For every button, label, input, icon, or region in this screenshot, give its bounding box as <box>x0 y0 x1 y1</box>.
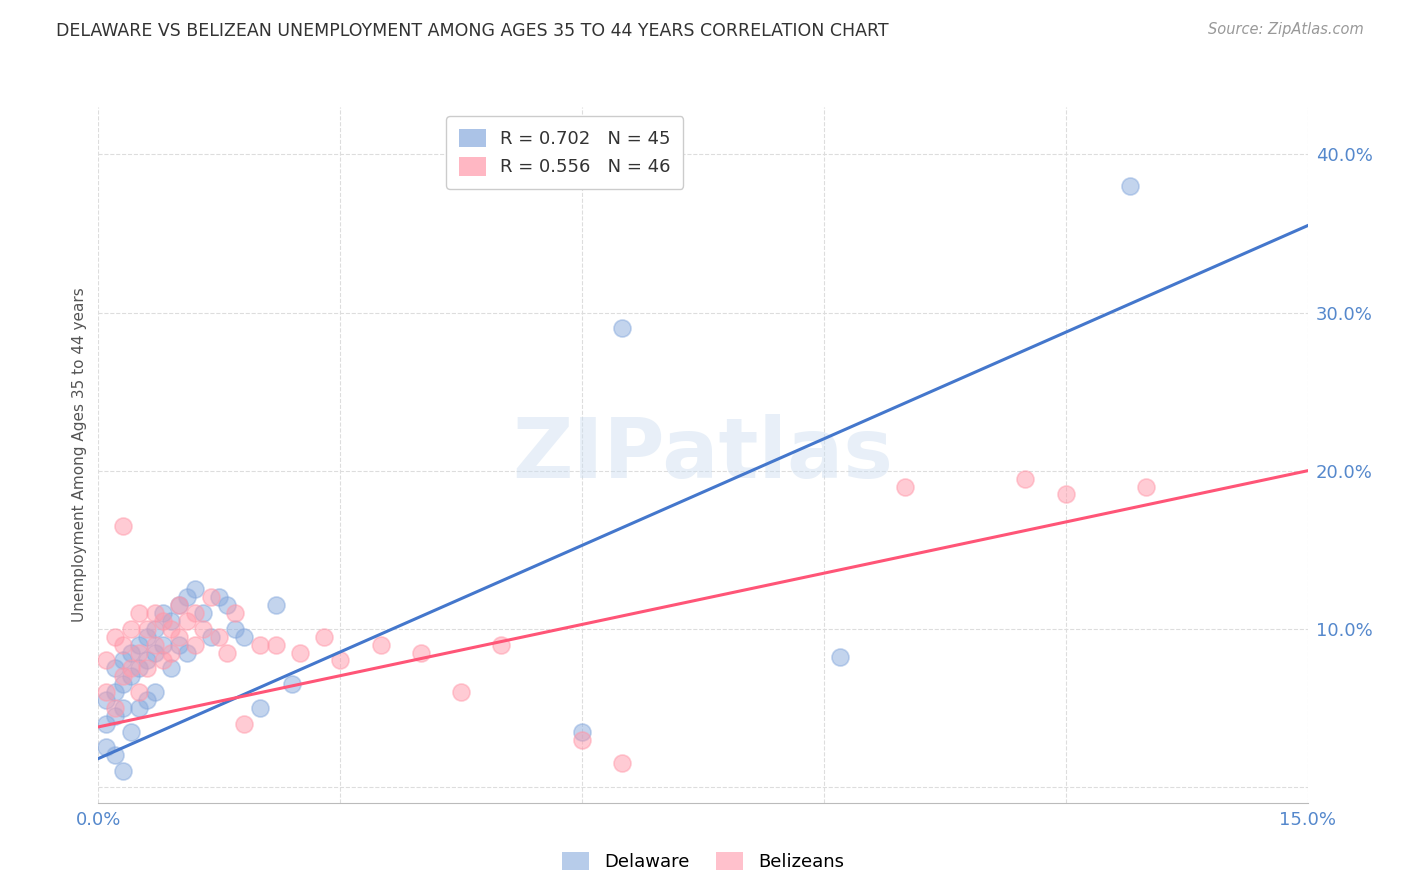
Point <box>232 716 254 731</box>
Point <box>160 622 183 636</box>
Point <box>193 606 215 620</box>
Point <box>571 732 593 747</box>
Point <box>96 716 118 731</box>
Point <box>111 764 134 779</box>
Point <box>249 701 271 715</box>
Point <box>135 630 157 644</box>
Point <box>143 606 166 620</box>
Point <box>224 622 246 636</box>
Point <box>135 661 157 675</box>
Point <box>160 661 183 675</box>
Point <box>288 646 311 660</box>
Point <box>450 685 472 699</box>
Point <box>193 622 215 636</box>
Legend: R = 0.702   N = 45, R = 0.556   N = 46: R = 0.702 N = 45, R = 0.556 N = 46 <box>446 116 683 189</box>
Point <box>135 653 157 667</box>
Text: Source: ZipAtlas.com: Source: ZipAtlas.com <box>1208 22 1364 37</box>
Point <box>184 582 207 597</box>
Legend: Delaware, Belizeans: Delaware, Belizeans <box>555 845 851 879</box>
Point <box>184 638 207 652</box>
Point <box>176 646 198 660</box>
Point <box>612 321 634 335</box>
Point <box>264 598 287 612</box>
Point <box>128 646 150 660</box>
Point <box>184 606 207 620</box>
Point <box>111 701 134 715</box>
Point <box>128 685 150 699</box>
Point <box>103 661 125 675</box>
Point <box>217 646 239 660</box>
Point <box>143 646 166 660</box>
Point <box>120 669 142 683</box>
Point <box>152 638 174 652</box>
Y-axis label: Unemployment Among Ages 35 to 44 years: Unemployment Among Ages 35 to 44 years <box>72 287 87 623</box>
Point <box>264 638 287 652</box>
Point <box>167 598 190 612</box>
Point <box>1135 479 1157 493</box>
Point <box>135 693 157 707</box>
Text: DELAWARE VS BELIZEAN UNEMPLOYMENT AMONG AGES 35 TO 44 YEARS CORRELATION CHART: DELAWARE VS BELIZEAN UNEMPLOYMENT AMONG … <box>56 22 889 40</box>
Point <box>111 638 134 652</box>
Point <box>96 740 118 755</box>
Point <box>249 638 271 652</box>
Point <box>1054 487 1077 501</box>
Point <box>143 685 166 699</box>
Point <box>135 622 157 636</box>
Point <box>160 646 183 660</box>
Point <box>120 724 142 739</box>
Point <box>120 622 142 636</box>
Point <box>103 685 125 699</box>
Point <box>103 748 125 763</box>
Point <box>208 591 231 605</box>
Point <box>409 646 432 660</box>
Point <box>176 614 198 628</box>
Point <box>128 638 150 652</box>
Point <box>128 701 150 715</box>
Point <box>1014 472 1036 486</box>
Point <box>176 591 198 605</box>
Point <box>160 614 183 628</box>
Point <box>224 606 246 620</box>
Point <box>128 606 150 620</box>
Point <box>128 661 150 675</box>
Point <box>111 669 134 683</box>
Point <box>217 598 239 612</box>
Point <box>120 661 142 675</box>
Point <box>143 638 166 652</box>
Point <box>828 650 851 665</box>
Point <box>96 685 118 699</box>
Point <box>612 756 634 771</box>
Point <box>143 622 166 636</box>
Point <box>314 630 336 644</box>
Point <box>103 630 125 644</box>
Point <box>152 614 174 628</box>
Point <box>167 598 190 612</box>
Point <box>96 653 118 667</box>
Point <box>571 724 593 739</box>
Point <box>167 630 190 644</box>
Point <box>152 606 174 620</box>
Point <box>1119 179 1142 194</box>
Point <box>370 638 392 652</box>
Text: ZIPatlas: ZIPatlas <box>513 415 893 495</box>
Point <box>232 630 254 644</box>
Point <box>329 653 352 667</box>
Point <box>111 653 134 667</box>
Point <box>103 708 125 723</box>
Point <box>281 677 304 691</box>
Point <box>120 646 142 660</box>
Point <box>208 630 231 644</box>
Point <box>111 677 134 691</box>
Point <box>96 693 118 707</box>
Point <box>103 701 125 715</box>
Point <box>152 653 174 667</box>
Point <box>200 630 222 644</box>
Point <box>491 638 513 652</box>
Point <box>893 479 915 493</box>
Point <box>111 519 134 533</box>
Point <box>200 591 222 605</box>
Point <box>167 638 190 652</box>
